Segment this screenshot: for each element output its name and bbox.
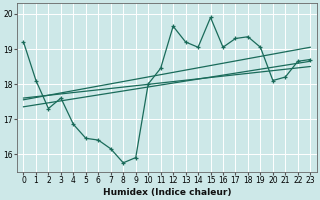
X-axis label: Humidex (Indice chaleur): Humidex (Indice chaleur) [103, 188, 231, 197]
